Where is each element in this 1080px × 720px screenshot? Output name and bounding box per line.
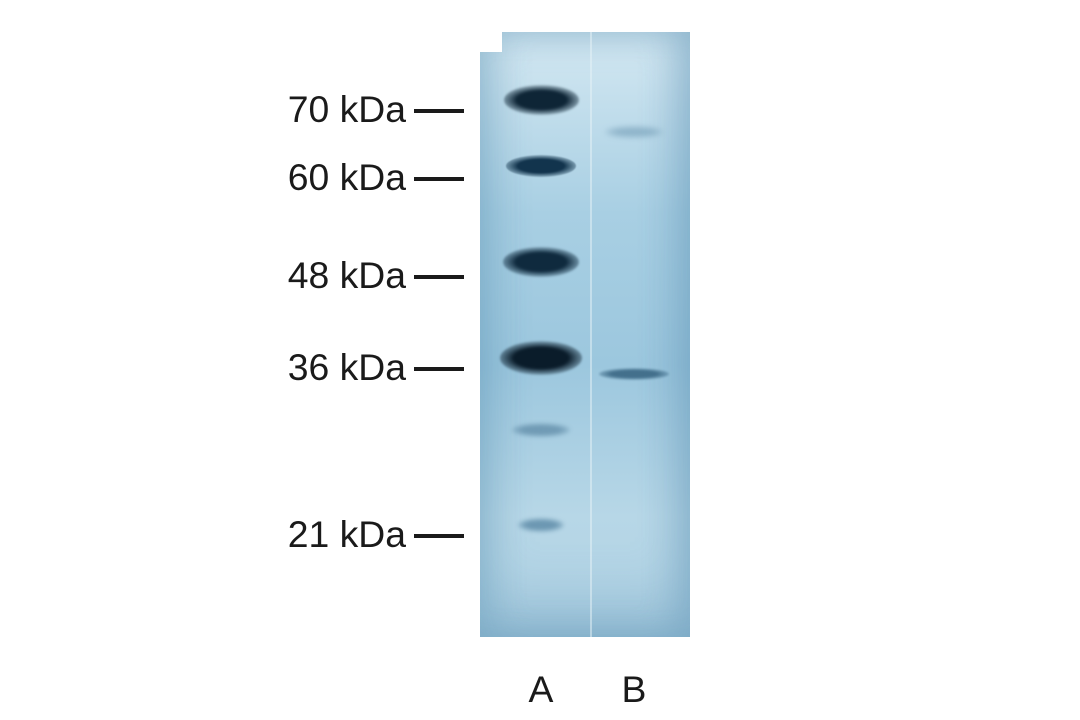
marker-label: 48 kDa xyxy=(288,254,406,297)
band xyxy=(506,155,576,177)
lane-divider xyxy=(590,32,592,637)
marker-tick xyxy=(414,177,464,181)
lane-label-b: B xyxy=(614,668,654,711)
marker-label: 60 kDa xyxy=(288,156,406,199)
marker-tick xyxy=(414,275,464,279)
band xyxy=(503,247,579,277)
marker-label: 36 kDa xyxy=(288,346,406,389)
marker-tick xyxy=(414,367,464,371)
marker-tick xyxy=(414,109,464,113)
band xyxy=(500,341,582,375)
blot-background xyxy=(480,32,690,637)
band xyxy=(605,126,663,138)
marker-label: 21 kDa xyxy=(288,513,406,556)
figure-canvas: 70 kDa 60 kDa 48 kDa 36 kDa 21 kDa A B xyxy=(0,0,1080,720)
band xyxy=(512,423,570,437)
blot-membrane xyxy=(480,32,691,637)
band xyxy=(599,368,669,380)
marker-tick xyxy=(414,534,464,538)
band xyxy=(518,518,564,532)
band xyxy=(504,85,579,115)
lane-label-a: A xyxy=(521,668,561,711)
marker-label: 70 kDa xyxy=(288,88,406,131)
corner-patch xyxy=(480,32,502,52)
